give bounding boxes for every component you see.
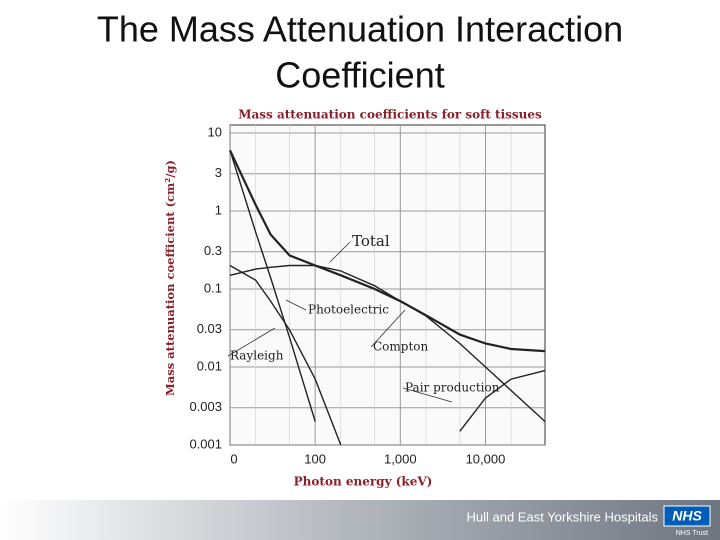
series-line <box>229 149 546 353</box>
annotation-arrow <box>227 327 276 357</box>
series-label: Compton <box>373 340 429 354</box>
series-label: Rayleigh <box>230 349 284 363</box>
annotation-arrow <box>402 387 453 403</box>
y-tick-label: 3 <box>215 165 222 180</box>
series-line <box>229 264 342 446</box>
x-axis-label: Photon energy (keV) <box>294 475 433 489</box>
y-tick-label: 0.01 <box>197 358 222 373</box>
series-label: Total <box>352 232 390 250</box>
series-label: Pair production <box>405 381 500 395</box>
slide-title-line2: Coefficient <box>275 55 444 96</box>
y-tick-label: 0.3 <box>204 243 222 258</box>
series-line <box>459 369 546 432</box>
annotation-arrow <box>285 299 307 311</box>
y-tick-label: 10 <box>208 124 222 139</box>
nhs-logo-box <box>663 505 711 527</box>
chart-title: Mass attenuation coefficients for soft t… <box>238 108 542 122</box>
y-tick-label: 0.03 <box>197 321 222 336</box>
y-tick-label: 0.1 <box>204 280 222 295</box>
nhs-logo: NHS <box>672 508 702 524</box>
footer-bar <box>0 500 720 540</box>
series-line <box>229 150 316 422</box>
plot-area <box>229 124 546 446</box>
y-tick-label: 0.003 <box>189 399 222 414</box>
x-tick-label: 100 <box>304 451 326 466</box>
series-label: Photoelectric <box>308 303 389 317</box>
footer-trust: NHS Trust <box>676 530 708 537</box>
x-tick-label: 0 <box>230 451 237 466</box>
y-tick-label: 1 <box>215 202 222 217</box>
y-axis-label: Mass attenuation coefficient (cm²/g) <box>163 160 177 396</box>
x-tick-label: 10,000 <box>466 451 506 466</box>
y-tick-label: 0.001 <box>189 436 222 451</box>
x-tick-label: 1,000 <box>384 451 417 466</box>
annotation-arrow <box>329 241 351 263</box>
slide-title-line1: The Mass Attenuation Interaction <box>97 9 623 50</box>
annotation-arrow <box>370 309 406 348</box>
series-line <box>229 264 546 423</box>
footer-organization: Hull and East Yorkshire Hospitals <box>467 509 659 524</box>
